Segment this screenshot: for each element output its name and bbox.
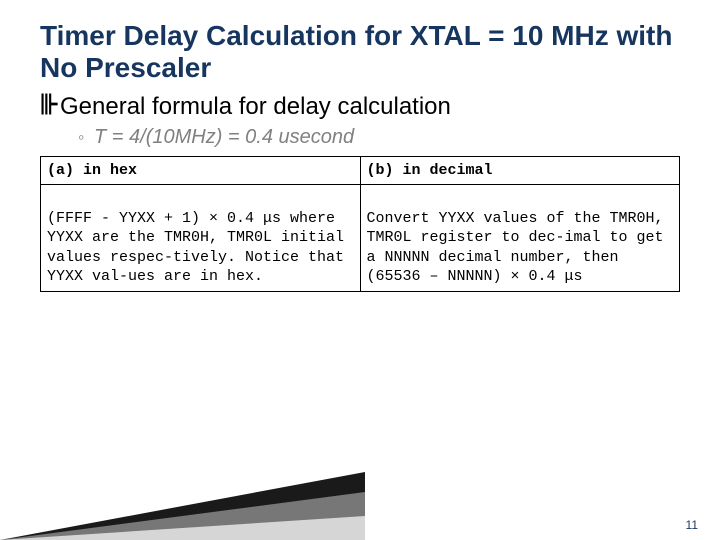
- cell-b-text: Convert YYXX values of the TMR0H, TMR0L …: [367, 210, 664, 286]
- table-header-b: (b) in decimal: [360, 156, 680, 185]
- bullet-row: ⊪ General formula for delay calculation: [40, 92, 680, 122]
- table-row: (a) in hex (b) in decimal: [41, 156, 680, 185]
- table-cell: Convert YYXX values of the TMR0H, TMR0L …: [360, 185, 680, 292]
- sub-bullet-icon: ◦: [78, 126, 94, 149]
- wedge-layer-light: [0, 516, 365, 540]
- page-number: 11: [686, 518, 698, 532]
- slide-body: ⊪ General formula for delay calculation …: [0, 84, 720, 149]
- calc-table: (a) in hex (b) in decimal (FFFF - YYXX +…: [40, 156, 680, 292]
- slide-title: Timer Delay Calculation for XTAL = 10 MH…: [0, 0, 720, 84]
- table-row: (FFFF - YYXX + 1) × 0.4 μs where YYXX ar…: [41, 185, 680, 292]
- sub-bullet-row: ◦ T = 4/(10MHz) = 0.4 usecond: [40, 126, 680, 149]
- table-cell: (FFFF - YYXX + 1) × 0.4 μs where YYXX ar…: [41, 185, 361, 292]
- bullet-text: General formula for delay calculation: [60, 92, 451, 122]
- cell-a-text: (FFFF - YYXX + 1) × 0.4 μs where YYXX ar…: [47, 210, 344, 286]
- bullet-icon: ⊪: [40, 88, 60, 122]
- table-wrap: (a) in hex (b) in decimal (FFFF - YYXX +…: [0, 150, 720, 292]
- slide: Timer Delay Calculation for XTAL = 10 MH…: [0, 0, 720, 540]
- sub-bullet-text: T = 4/(10MHz) = 0.4 usecond: [94, 126, 354, 149]
- table-header-a: (a) in hex: [41, 156, 361, 185]
